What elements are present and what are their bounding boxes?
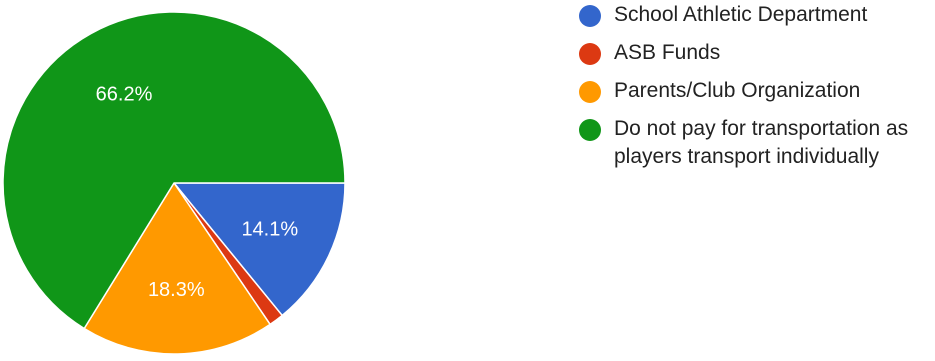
pie-slice-parents-club-organization <box>83 182 271 355</box>
chart-legend: School Athletic Department ASB Funds Par… <box>578 0 935 181</box>
legend-label: School Athletic Department <box>614 3 868 26</box>
legend-swatch-icon <box>579 5 601 27</box>
legend-label: ASB Funds <box>614 41 721 64</box>
legend-item-school-athletic-department: School Athletic Department <box>578 1 935 29</box>
slice-value-label: 14.1% <box>241 218 298 240</box>
legend-swatch-icon <box>579 43 601 65</box>
slice-value-label: 18.3% <box>148 279 205 301</box>
legend-label: Do not pay for transportation as players… <box>614 117 909 168</box>
legend-swatch-icon <box>579 81 601 103</box>
pie-slice-school-athletic-department <box>173 182 346 317</box>
legend-item-parents-club-organization: Parents/Club Organization <box>578 77 935 105</box>
pie-slice-do-not-pay-for-transportation-as-players-transport-individually <box>2 11 346 330</box>
slice-value-label: 66.2% <box>96 83 153 105</box>
legend-label: Parents/Club Organization <box>614 79 861 102</box>
legend-item-do-not-pay: Do not pay for transportation as players… <box>578 115 935 171</box>
legend-item-asb-funds: ASB Funds <box>578 39 935 67</box>
legend-swatch-icon <box>579 119 601 141</box>
